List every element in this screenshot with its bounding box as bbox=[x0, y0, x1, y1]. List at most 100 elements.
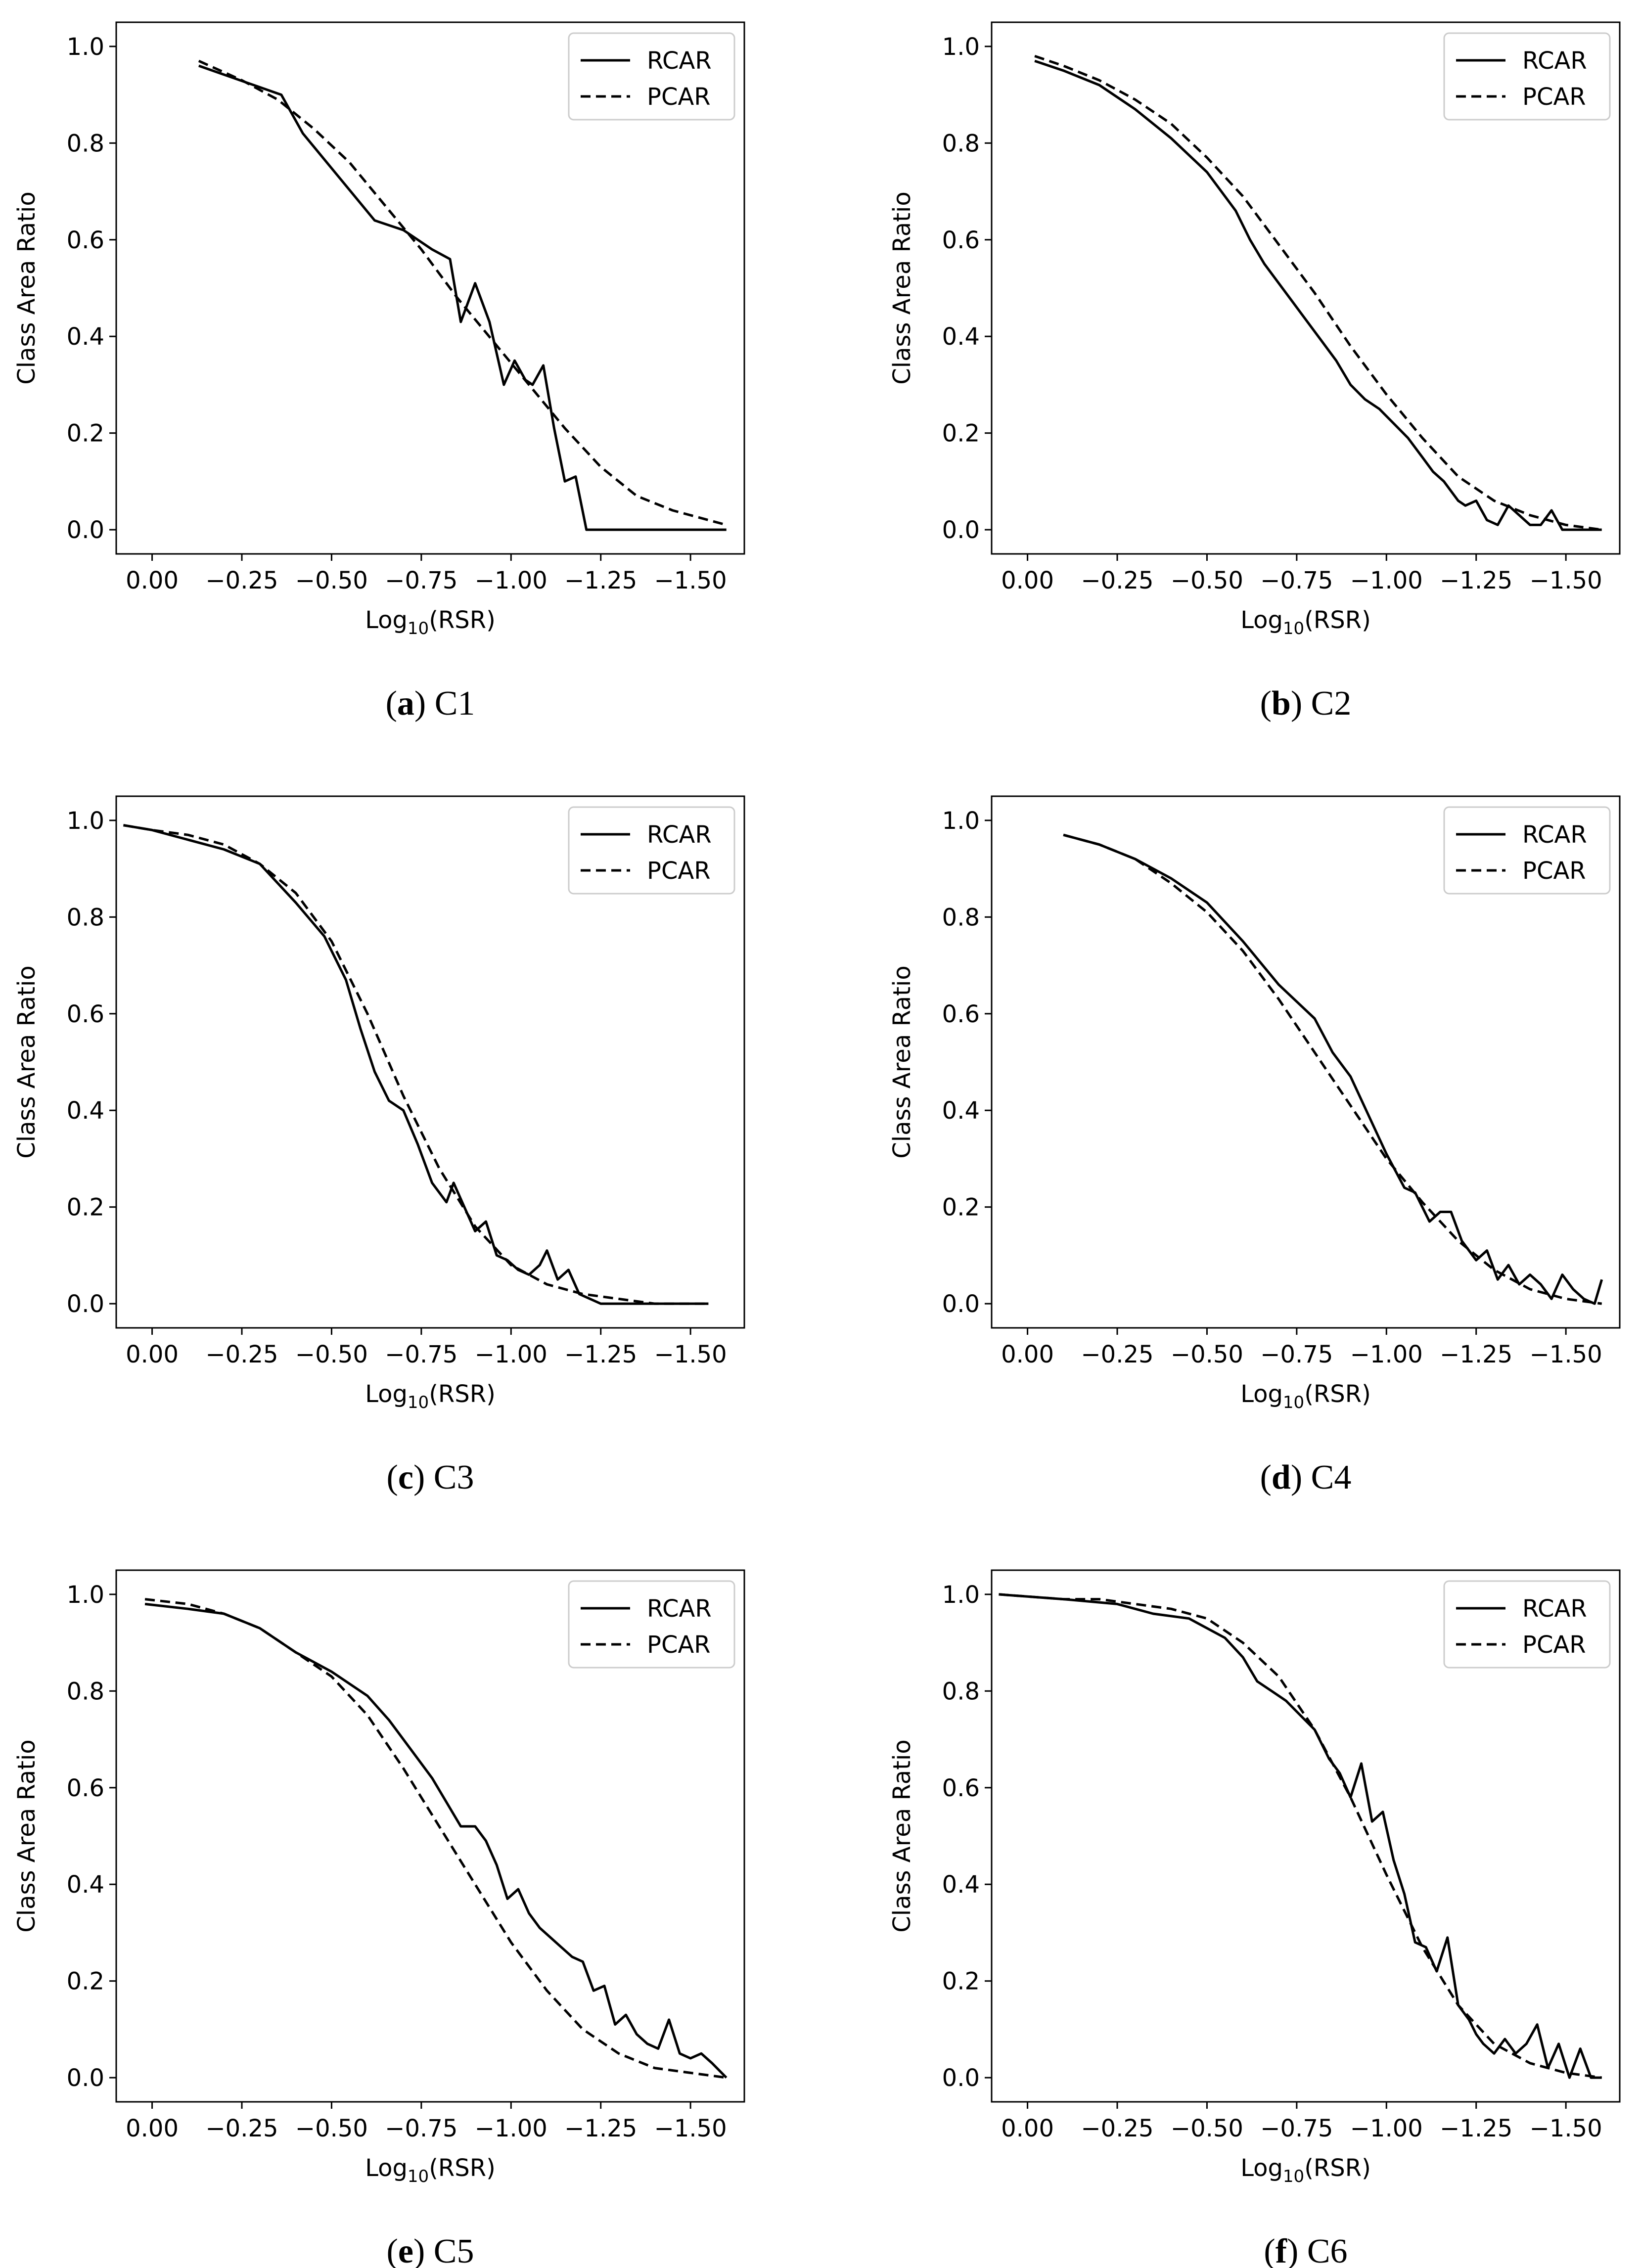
series-line-rcar bbox=[123, 824, 709, 1305]
plot-frame bbox=[115, 795, 745, 1329]
caption-name: C3 bbox=[434, 1458, 474, 1497]
y-tick-label: 0.8 bbox=[67, 1678, 104, 1705]
x-axis-label-base: Log bbox=[365, 606, 408, 634]
legend-box bbox=[568, 32, 735, 121]
x-axis-label-tail: (RSR) bbox=[1304, 606, 1371, 634]
x-tick-label: −0.50 bbox=[295, 2115, 368, 2142]
x-axis-label-tail: (RSR) bbox=[429, 2154, 496, 2182]
x-tick-label: −0.25 bbox=[1081, 2115, 1153, 2142]
plot-frame bbox=[991, 795, 1621, 1329]
x-tick-label: −1.50 bbox=[654, 567, 727, 594]
legend-label: PCAR bbox=[1522, 857, 1586, 885]
x-tick-label: 0.00 bbox=[1001, 2115, 1054, 2142]
series-line-pcar bbox=[198, 59, 727, 526]
y-tick-label: 0.0 bbox=[67, 2064, 104, 2092]
x-tick-label: −1.25 bbox=[1440, 567, 1512, 594]
x-tick-label: −1.00 bbox=[1350, 1341, 1423, 1368]
legend-label: RCAR bbox=[1522, 821, 1587, 849]
legend-label: RCAR bbox=[1522, 1595, 1587, 1623]
caption-letter: b bbox=[1272, 684, 1291, 723]
y-tick-label: 0.6 bbox=[67, 1774, 104, 1802]
x-tick-label: −0.75 bbox=[385, 1341, 457, 1368]
y-tick-label: 1.0 bbox=[942, 33, 980, 61]
caption-open-paren: ( bbox=[387, 2232, 398, 2268]
x-tick-label: −0.50 bbox=[295, 567, 368, 594]
legend-label: RCAR bbox=[647, 821, 712, 849]
y-tick-label: 0.0 bbox=[67, 1290, 104, 1318]
x-tick-label: −1.25 bbox=[564, 567, 637, 594]
y-tick-label: 0.4 bbox=[942, 323, 980, 351]
x-axis-label-subscript: 10 bbox=[408, 2167, 429, 2186]
panel-caption: (b) C2 bbox=[1260, 684, 1352, 723]
series-line-rcar bbox=[144, 1602, 728, 2079]
x-axis-label: Log10(RSR) bbox=[365, 2154, 496, 2186]
chart-panel-b: 0.00 −0.25 −0.50 −0.75 −1.00 −1.25 −1.50 0.0 0.2… bbox=[888, 21, 1621, 723]
series-line-rcar bbox=[1034, 59, 1602, 531]
x-axis-label-tail: (RSR) bbox=[429, 606, 496, 634]
y-tick-label: 0.8 bbox=[942, 1678, 980, 1705]
caption-letter: e bbox=[398, 2232, 413, 2268]
x-axis-label: Log10(RSR) bbox=[365, 1380, 496, 1412]
y-tick-label: 0.4 bbox=[67, 1871, 104, 1899]
chart-panel-a: 0.00 −0.25 −0.50 −0.75 −1.00 −1.25 −1.50 0.0 0.2… bbox=[13, 21, 745, 723]
x-axis-label: Log10(RSR) bbox=[365, 606, 496, 638]
y-axis-label: Class Area Ratio bbox=[13, 1739, 41, 1933]
plot-frame bbox=[115, 21, 745, 555]
y-tick-label: 0.0 bbox=[67, 516, 104, 544]
y-axis-label: Class Area Ratio bbox=[888, 965, 916, 1159]
x-tick-label: −0.25 bbox=[205, 567, 278, 594]
series-line-rcar bbox=[1063, 833, 1603, 1305]
x-axis-label-tail: (RSR) bbox=[429, 1380, 496, 1408]
x-axis-label-subscript: 10 bbox=[408, 619, 429, 638]
y-tick-label: 0.0 bbox=[942, 1290, 980, 1318]
plot-frame bbox=[115, 1569, 745, 2103]
x-tick-label: −1.50 bbox=[654, 2115, 727, 2142]
x-axis-label-base: Log bbox=[1240, 2154, 1283, 2182]
x-tick-label: −0.25 bbox=[205, 1341, 278, 1368]
x-tick-label: 0.00 bbox=[126, 2115, 179, 2142]
y-tick-label: 0.6 bbox=[67, 227, 104, 254]
legend-box bbox=[1443, 806, 1611, 895]
legend-label: PCAR bbox=[647, 1631, 711, 1659]
x-tick-label: −1.00 bbox=[475, 1341, 547, 1368]
caption-name: C6 bbox=[1307, 2232, 1348, 2268]
x-axis-label-subscript: 10 bbox=[408, 1393, 429, 1412]
plot-frame bbox=[991, 21, 1621, 555]
x-tick-label: −1.50 bbox=[1530, 567, 1602, 594]
y-tick-label: 0.2 bbox=[942, 1194, 980, 1222]
x-tick-label: −0.50 bbox=[1171, 2115, 1243, 2142]
caption-open-paren: ( bbox=[1260, 1458, 1272, 1497]
y-tick-label: 0.0 bbox=[942, 2064, 980, 2092]
caption-close-paren: ) bbox=[413, 2232, 434, 2268]
caption-name: C5 bbox=[434, 2232, 474, 2268]
x-axis-label-base: Log bbox=[1240, 606, 1283, 634]
y-tick-label: 0.2 bbox=[67, 420, 104, 448]
y-tick-label: 0.2 bbox=[67, 1968, 104, 1996]
y-tick-label: 0.2 bbox=[942, 1968, 980, 1996]
y-tick-label: 0.2 bbox=[67, 1194, 104, 1222]
x-tick-label: −0.25 bbox=[1081, 567, 1153, 594]
series-line-pcar bbox=[1063, 833, 1602, 1305]
x-tick-label: −1.00 bbox=[475, 567, 547, 594]
y-tick-label: 0.0 bbox=[942, 516, 980, 544]
x-tick-label: −1.50 bbox=[654, 1341, 727, 1368]
x-tick-label: 0.00 bbox=[1001, 567, 1054, 594]
caption-close-paren: ) bbox=[413, 1458, 434, 1497]
caption-close-paren: ) bbox=[1287, 2232, 1307, 2268]
x-tick-label: −1.25 bbox=[1440, 1341, 1512, 1368]
y-tick-label: 0.2 bbox=[942, 420, 980, 448]
y-tick-label: 0.8 bbox=[67, 130, 104, 157]
caption-open-paren: ( bbox=[1264, 2232, 1275, 2268]
x-axis-label-tail: (RSR) bbox=[1304, 1380, 1371, 1408]
x-tick-label: −0.75 bbox=[1260, 567, 1333, 594]
y-tick-label: 1.0 bbox=[67, 1581, 104, 1609]
x-axis-label-base: Log bbox=[365, 1380, 408, 1408]
chart-panel-f: 0.00 −0.25 −0.50 −0.75 −1.00 −1.25 −1.50 0.0 0.2… bbox=[888, 1569, 1621, 2268]
x-tick-label: −1.50 bbox=[1530, 2115, 1602, 2142]
x-tick-label: −0.75 bbox=[385, 2115, 457, 2142]
x-tick-label: −0.50 bbox=[1171, 567, 1243, 594]
y-tick-label: 0.4 bbox=[67, 1097, 104, 1125]
x-tick-label: −0.25 bbox=[1081, 1341, 1153, 1368]
series-line-pcar bbox=[1034, 55, 1602, 531]
x-tick-label: −1.00 bbox=[1350, 567, 1423, 594]
